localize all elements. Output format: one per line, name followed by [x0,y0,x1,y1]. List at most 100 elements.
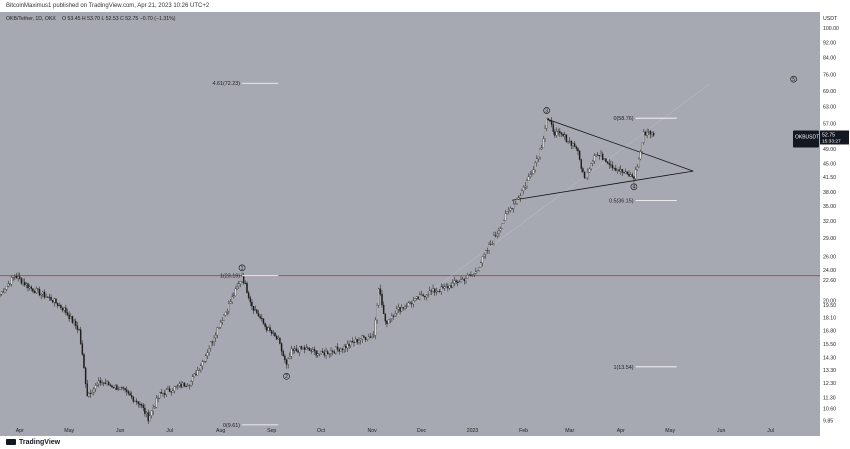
price-tag-value: 52.75 [822,132,835,138]
candle-body [61,307,64,311]
candle-body [407,302,410,307]
candle-body [58,305,61,307]
wave-marker: 5 [790,75,797,83]
candle [320,350,322,355]
candle [460,275,462,283]
candle-body [541,147,543,150]
candle [124,388,126,393]
candle [30,285,33,292]
candle [513,200,515,213]
candle-body [71,316,74,323]
candle [470,271,472,277]
candle-body [568,140,571,142]
candle [2,288,5,293]
candle [348,340,350,350]
candle-body [634,169,637,179]
candle-body [559,131,561,133]
candle-body [333,351,335,354]
candle-body [567,141,569,143]
candle-body [409,302,411,304]
candle-body [336,346,339,350]
candle-body [284,355,286,360]
candle [228,300,230,315]
candle [521,188,523,197]
wave-marker: 3 [543,107,550,114]
candle-body [636,166,638,170]
candle [66,308,69,317]
candle-body [590,163,592,170]
candle-body [468,274,471,276]
candle-body [129,393,131,396]
candle [351,337,354,343]
candle [465,275,467,284]
candle [208,345,210,356]
projection-line[interactable] [352,83,710,350]
candle-body [56,303,59,306]
y-tick-label: 22.60 [823,278,836,284]
candle [377,287,380,308]
candle [358,337,360,345]
candle [251,298,253,311]
candle-body [280,343,283,352]
candle-body [247,292,250,298]
triangle-lower-line[interactable] [512,170,694,201]
y-tick-label: 16.80 [823,328,836,334]
candle-body [223,314,225,321]
candle [121,386,123,391]
candle [552,121,554,135]
candle-body [651,132,653,135]
candle-body [376,305,378,321]
y-tick-label: 92.00 [823,40,836,46]
candle-body [442,286,444,289]
candle-body [154,406,156,409]
candle-body [453,280,456,284]
candle-body [122,387,125,389]
candle-body [32,288,34,292]
triangle-upper-line[interactable] [546,118,694,172]
candle-body [91,392,93,394]
candle [448,284,451,290]
candle-body [448,285,451,289]
candle [629,172,632,178]
candle [461,276,464,280]
candle [382,301,385,314]
candle-body [172,390,174,393]
candle-body [48,296,51,298]
candle-body [111,385,113,388]
candle [536,155,538,167]
candle-body [103,382,105,384]
candle-body [455,280,457,283]
candle-body [218,327,220,329]
candle-body [522,187,525,191]
price-chart[interactable]: OKB/Tether, 1D, OKX O 53.45 H 53.70 L 52… [0,12,850,436]
candle-body [443,286,446,289]
candle [198,368,200,371]
candle [649,129,652,139]
candle-body [256,309,258,314]
y-tick-label: 13.30 [823,368,836,374]
candle-body [75,320,77,326]
candle [564,131,566,140]
candle-body [185,386,187,387]
candle [272,330,275,336]
x-tick-label: Jul [166,428,173,434]
candle-body [460,279,462,282]
candle [155,395,158,409]
candle [205,353,207,364]
candle [509,206,512,213]
candle-body [307,347,309,349]
candle-body [440,286,443,292]
candle [437,290,439,293]
tradingview-logo[interactable]: TradingView [6,436,60,449]
candle [620,165,622,175]
candle [371,333,373,339]
candle-body [463,278,466,281]
candle-body [414,298,416,301]
candle [206,349,209,360]
candle [425,294,428,301]
candle [328,352,331,359]
candle [140,402,143,409]
candle [483,252,485,259]
candle [634,166,637,181]
candle [279,337,281,345]
